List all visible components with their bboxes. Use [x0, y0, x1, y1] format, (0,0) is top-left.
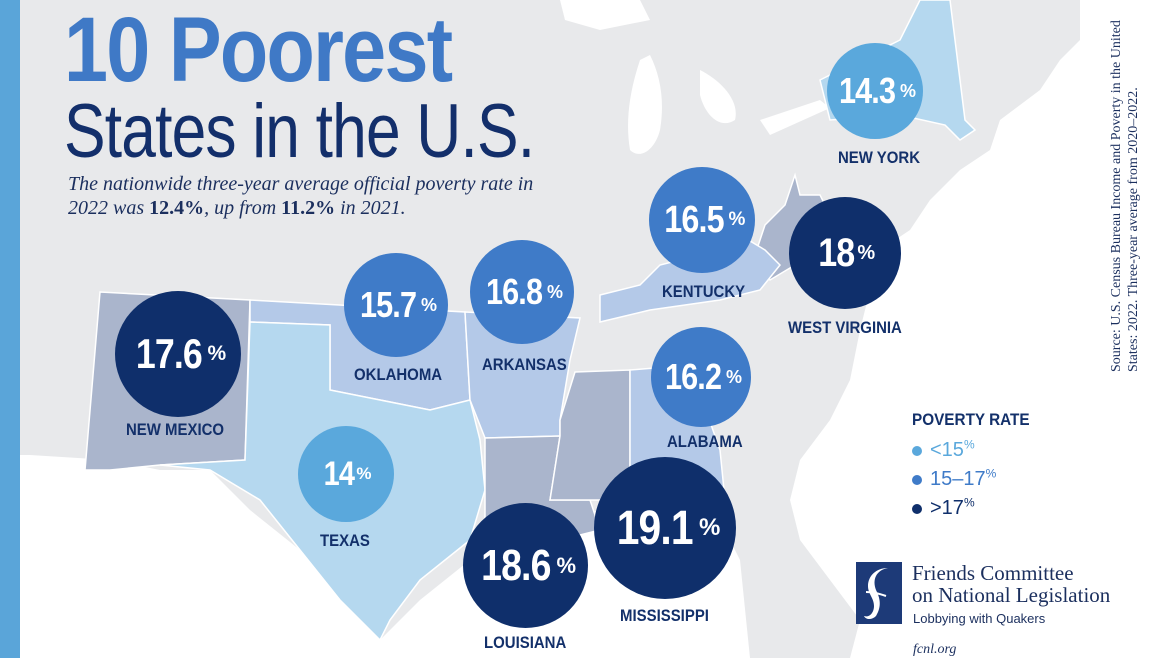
source-note: Source: U.S. Census Bureau Income and Po… — [1109, 20, 1141, 372]
fcnl-logo-icon — [856, 562, 902, 624]
value-arkansas: 16.8 — [485, 271, 543, 312]
legend: POVERTY RATE <15% 15–17% >17% — [912, 410, 1043, 523]
label-new-mexico: NEW MEXICO — [126, 420, 225, 439]
legend-item-high: >17% — [912, 494, 1043, 523]
org-tagline: Lobbying with Quakers — [913, 611, 1046, 626]
percent-sign: % — [963, 437, 975, 452]
legend-label: <15 — [930, 439, 964, 461]
bubble-oklahoma: 15.7% — [344, 253, 448, 357]
org-name-line-2: on National Legislation — [912, 583, 1111, 607]
legend-title: POVERTY RATE — [912, 410, 1030, 429]
label-mississippi: MISSISSIPPI — [620, 606, 709, 625]
percent-sign: % — [963, 495, 975, 510]
subtitle-text-pre: The nationwide three-year average offici… — [68, 173, 534, 219]
value-texas: 14 — [323, 454, 354, 493]
title-line-2: States in the U.S. — [64, 89, 535, 174]
value-kentucky: 16.5 — [663, 198, 724, 241]
bubble-kentucky: 16.5% — [649, 167, 755, 273]
subtitle-text-post: in 2021. — [335, 197, 406, 219]
label-texas: TEXAS — [320, 531, 370, 550]
label-west-virginia: WEST VIRGINIA — [788, 318, 902, 337]
lake-huron — [700, 70, 736, 124]
title-line-1: 10 Poorest — [64, 0, 453, 101]
legend-label: >17 — [930, 497, 964, 519]
label-alabama: ALABAMA — [667, 432, 743, 451]
bubble-arkansas: 16.8% — [470, 240, 574, 344]
bubble-mississippi: 19.1% — [594, 457, 736, 599]
label-oklahoma: OKLAHOMA — [354, 365, 443, 384]
label-arkansas: ARKANSAS — [482, 355, 567, 374]
percent-sign: % — [985, 466, 997, 481]
legend-item-low: <15% — [912, 436, 1043, 465]
org-website-link[interactable]: fcnl.org — [913, 642, 957, 657]
bubble-new-york: 14.3% — [827, 43, 923, 139]
dot-icon — [912, 503, 922, 514]
legend-label: 15–17 — [930, 468, 986, 490]
org-name-line-1: Friends Committee — [912, 561, 1074, 585]
bubble-texas: 14% — [298, 426, 394, 522]
value-oklahoma: 15.7 — [359, 284, 417, 325]
bubble-new-mexico: 17.6% — [115, 291, 241, 417]
subtitle: The nationwide three-year average offici… — [68, 172, 548, 220]
org-name: Friends Committee on National Legislatio… — [912, 562, 1110, 606]
label-new-york: NEW YORK — [838, 148, 921, 167]
accent-bar — [0, 0, 20, 658]
value-louisiana: 18.6 — [481, 540, 551, 590]
value-alabama: 16.2 — [664, 356, 722, 397]
label-kentucky: KENTUCKY — [662, 282, 746, 301]
subtitle-text-mid: , up from — [204, 197, 282, 219]
legend-item-mid: 15–17% — [912, 465, 1043, 494]
subtitle-value-2022: 12.4% — [149, 197, 205, 219]
bubble-louisiana: 18.6% — [463, 503, 588, 628]
lake-erie-ontario — [760, 100, 830, 135]
michigan-upper — [560, 0, 650, 30]
value-new-york: 14.3 — [838, 70, 896, 111]
value-mississippi: 19.1 — [616, 501, 693, 555]
value-west-virginia: 18 — [818, 230, 855, 275]
dot-icon — [912, 474, 922, 485]
dot-icon — [912, 445, 922, 456]
subtitle-value-2021: 11.2% — [281, 197, 336, 219]
bubble-alabama: 16.2% — [651, 327, 751, 427]
label-louisiana: LOUISIANA — [484, 633, 567, 652]
bubble-west-virginia: 18% — [789, 197, 901, 309]
lake-michigan — [628, 55, 662, 154]
value-new-mexico: 17.6 — [135, 330, 203, 377]
